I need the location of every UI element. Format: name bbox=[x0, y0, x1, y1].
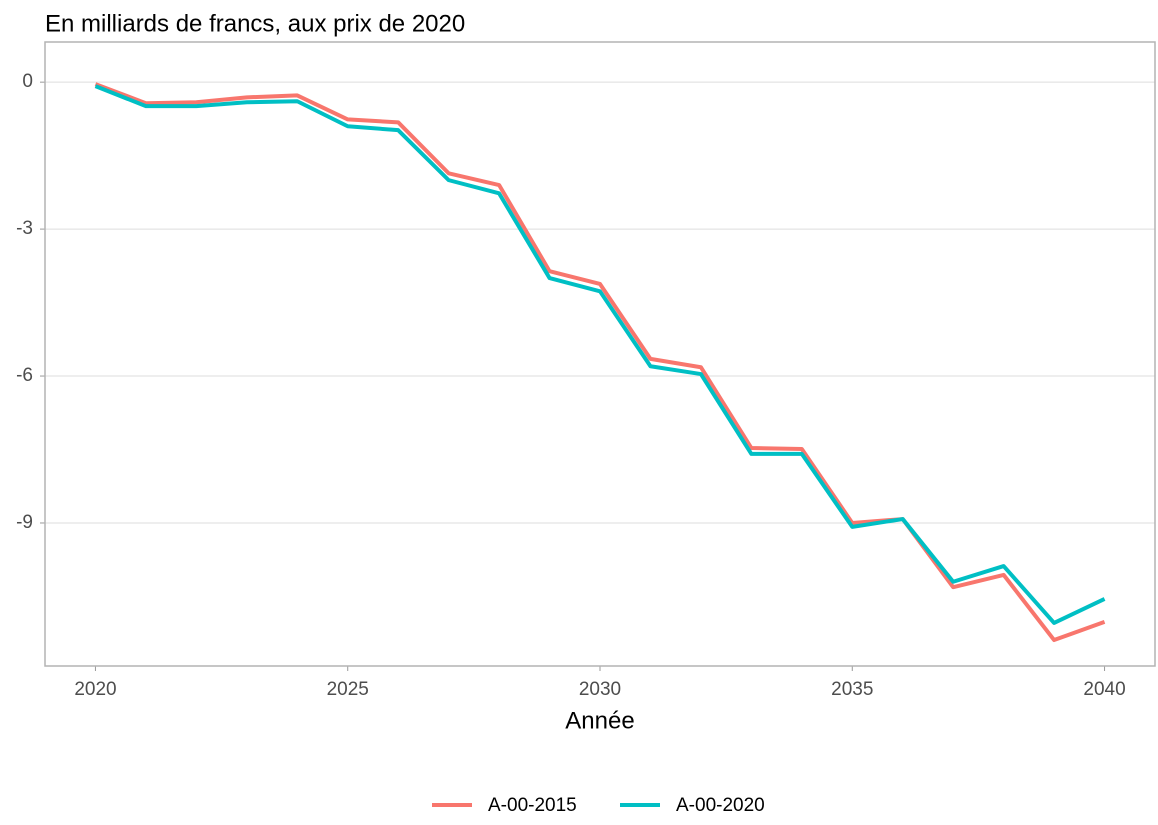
y-tick-label: -9 bbox=[16, 512, 33, 533]
data-line bbox=[94, 82, 1106, 643]
legend-label: A-00-2015 bbox=[488, 795, 577, 816]
y-tick-label: -6 bbox=[16, 365, 33, 386]
legend-label: A-00-2020 bbox=[676, 795, 765, 816]
y-tick-label: 0 bbox=[22, 71, 33, 92]
panel-border bbox=[44, 41, 1156, 667]
x-tick-label: 2035 bbox=[831, 679, 873, 700]
chart-title: En milliards de francs, aux prix de 2020 bbox=[45, 10, 465, 37]
x-axis-label: Année bbox=[565, 707, 634, 734]
x-tick-label: 2030 bbox=[579, 679, 621, 700]
y-tick-label: -3 bbox=[16, 218, 33, 239]
x-tick-label: 2040 bbox=[1083, 679, 1125, 700]
x-tick-label: 2020 bbox=[74, 679, 116, 700]
data-line bbox=[94, 84, 1106, 625]
x-tick-label: 2025 bbox=[327, 679, 369, 700]
